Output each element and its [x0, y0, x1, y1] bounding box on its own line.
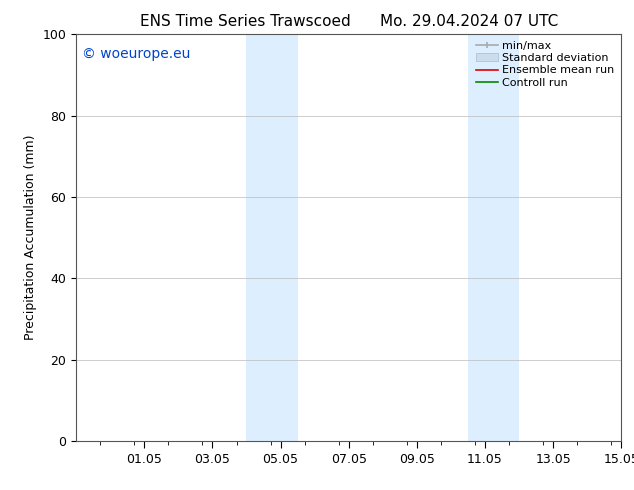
Bar: [468, 34, 519, 441]
Legend: min/max, Standard deviation, Ensemble mean run, Controll run: min/max, Standard deviation, Ensemble me…: [472, 38, 618, 91]
Y-axis label: Precipitation Accumulation (mm): Precipitation Accumulation (mm): [24, 135, 37, 341]
Title: ENS Time Series Trawscoed      Mo. 29.04.2024 07 UTC: ENS Time Series Trawscoed Mo. 29.04.2024…: [139, 14, 558, 29]
Bar: [247, 34, 297, 441]
Text: © woeurope.eu: © woeurope.eu: [82, 47, 190, 60]
